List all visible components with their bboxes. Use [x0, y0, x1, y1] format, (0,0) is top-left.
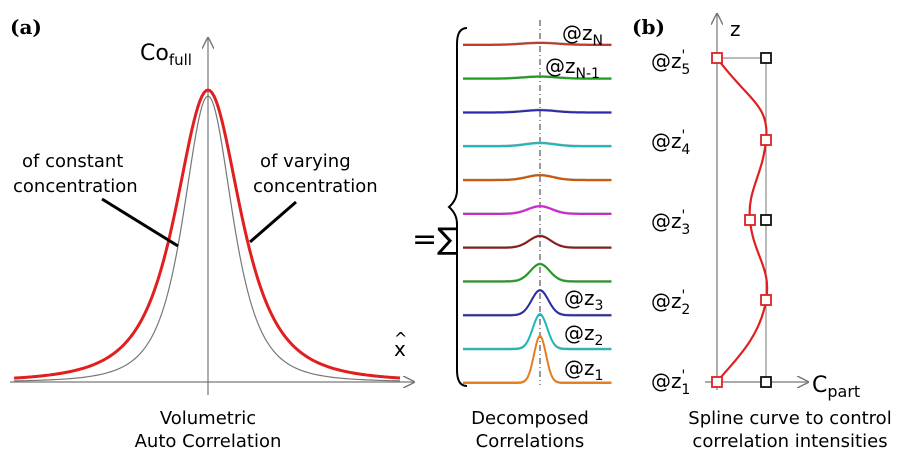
label-z1: @z1 [564, 356, 603, 384]
level-z1: @z' 1 [651, 368, 690, 398]
control-point-red-z5 [711, 52, 723, 64]
annotation-constant-line2: concentration [13, 176, 138, 197]
z-axis-label: z [730, 17, 741, 41]
varying-concentration-curve [13, 88, 401, 380]
decomposed-curve-10 [463, 313, 612, 351]
annotation-constant-line1: of constant [22, 151, 123, 172]
label-z3: @z3 [564, 286, 603, 314]
y-axis-label: Cofull [140, 41, 192, 69]
panel-b-caption-line2: correlation intensities [692, 431, 887, 452]
c-axis-label: Cpart [812, 373, 860, 401]
decomposed-curve-6 [463, 205, 612, 215]
control-point-red-z3 [744, 214, 756, 226]
annotation-varying-pointer [249, 200, 297, 244]
annotation-constant-pointer [101, 197, 179, 248]
x-axis-hat: ^ [394, 329, 407, 348]
control-point-red-z4 [760, 134, 772, 146]
panel-a: (a) Cofull x ^ of constant concentration… [10, 15, 414, 452]
decomposed-curve-7 [463, 235, 612, 249]
control-point-black-z3 [760, 214, 772, 226]
decomposed-curve-9 [463, 289, 612, 317]
sum-brace [447, 27, 468, 387]
panel-b-label: (b) [632, 15, 665, 39]
panel-b-caption-line1: Spline curve to control [688, 408, 891, 429]
decomposed-curve-11 [463, 334, 612, 384]
panel-b: (b) z Cpart @z' 5 @z' 4 @z' 3 @z' 2 @z' 1 Spl… [632, 14, 892, 452]
level-z3: @z' 3 [651, 208, 690, 238]
decomposed-curve-4 [463, 142, 612, 148]
decomposed-curve-1 [463, 42, 612, 46]
decomposed-curve-8 [463, 263, 612, 283]
decomposed-caption-line1: Decomposed [471, 408, 589, 429]
level-z2: @z' 2 [651, 288, 690, 318]
decomposed-curve-3 [463, 109, 612, 114]
equals-sum-symbol: =∑ [412, 222, 457, 257]
control-point-red-z1 [711, 376, 723, 388]
label-zN: @zN [562, 21, 603, 49]
panel-a-label: (a) [10, 15, 42, 39]
annotation-varying-line2: concentration [253, 176, 378, 197]
decomposed-curve-5 [463, 174, 612, 182]
decomposed-curve-2 [463, 75, 612, 80]
decomposed-curve-group [463, 41, 612, 384]
label-z2: @z2 [564, 321, 603, 349]
x-axis-label: x [394, 337, 406, 361]
panel-a-caption-line2: Auto Correlation [135, 431, 282, 452]
control-point-red-z2 [760, 294, 772, 306]
control-point-black-z5 [760, 52, 772, 64]
level-z5: @z' 5 [651, 48, 690, 78]
level-z4: @z' 4 [651, 128, 690, 158]
label-zN-1: @zN-1 [545, 54, 600, 82]
decomposed-correlations: =∑ @zN @zN-1 @z3 @z2 @z1 Decomposed Corr… [412, 20, 612, 452]
constant-concentration-curve [13, 95, 401, 382]
annotation-varying-line1: of varying [260, 151, 351, 172]
spline-curve [716, 57, 769, 383]
decomposed-caption-line2: Correlations [476, 431, 585, 452]
panel-a-caption-line1: Volumetric [160, 408, 256, 429]
control-point-black-z1 [760, 376, 772, 388]
